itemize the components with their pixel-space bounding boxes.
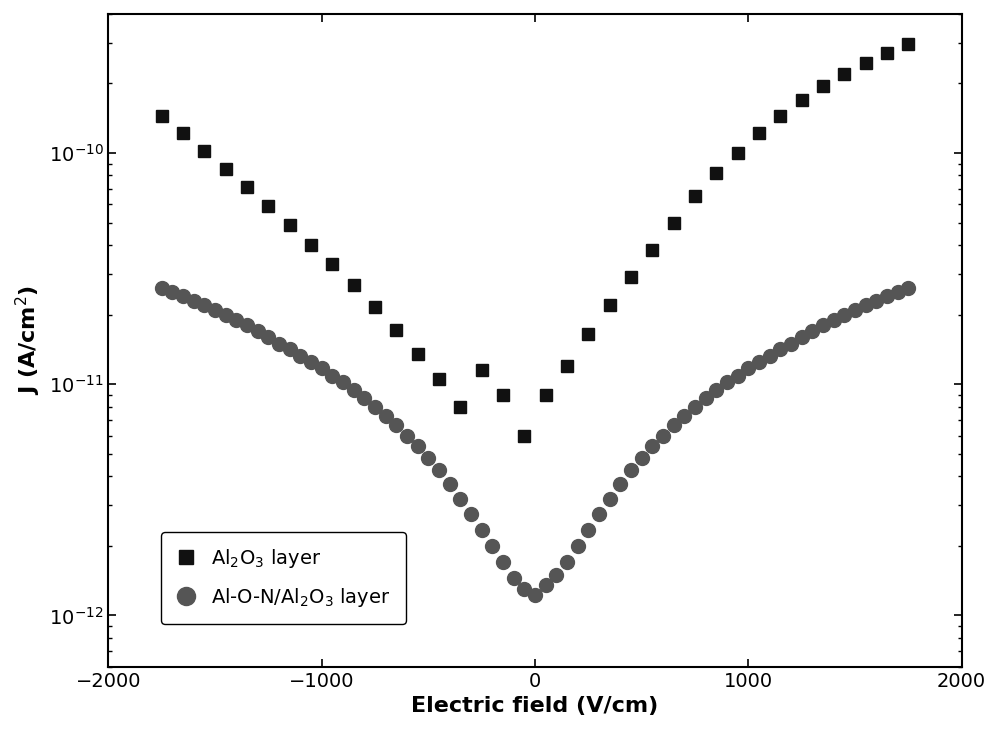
Al$_2$O$_3$ layer (284, 220, 296, 229)
Al$_2$O$_3$ layer (412, 350, 424, 358)
Al$_2$O$_3$ layer (241, 183, 253, 192)
Al$_2$O$_3$ layer (646, 246, 658, 255)
Al$_2$O$_3$ layer (305, 241, 317, 250)
Al-O-N/Al$_2$O$_3$ layer (732, 372, 744, 380)
Line: Al-O-N/Al$_2$O$_3$ layer: Al-O-N/Al$_2$O$_3$ layer (155, 281, 915, 602)
Al$_2$O$_3$ layer (220, 165, 232, 174)
Al$_2$O$_3$ layer (582, 329, 594, 338)
Al-O-N/Al$_2$O$_3$ layer (518, 585, 530, 593)
X-axis label: Electric field (V/cm): Electric field (V/cm) (411, 696, 659, 716)
Al$_2$O$_3$ layer (860, 58, 872, 67)
Al$_2$O$_3$ layer (454, 402, 466, 411)
Y-axis label: J (A/cm$^2$): J (A/cm$^2$) (14, 285, 43, 396)
Al$_2$O$_3$ layer (198, 147, 210, 155)
Al$_2$O$_3$ layer (625, 273, 637, 282)
Al-O-N/Al$_2$O$_3$ layer (529, 591, 541, 600)
Al$_2$O$_3$ layer (668, 218, 680, 227)
Al-O-N/Al$_2$O$_3$ layer (614, 480, 626, 488)
Line: Al$_2$O$_3$ layer: Al$_2$O$_3$ layer (156, 39, 914, 441)
Al$_2$O$_3$ layer (390, 326, 402, 334)
Al$_2$O$_3$ layer (710, 169, 722, 177)
Al$_2$O$_3$ layer (732, 149, 744, 158)
Al$_2$O$_3$ layer (796, 96, 808, 104)
Al$_2$O$_3$ layer (881, 49, 893, 58)
Al$_2$O$_3$ layer (156, 112, 168, 120)
Legend: Al$_2$O$_3$ layer, Al-O-N/Al$_2$O$_3$ layer: Al$_2$O$_3$ layer, Al-O-N/Al$_2$O$_3$ la… (161, 531, 406, 624)
Al$_2$O$_3$ layer (262, 201, 274, 210)
Al$_2$O$_3$ layer (604, 301, 616, 310)
Al$_2$O$_3$ layer (902, 40, 914, 49)
Al-O-N/Al$_2$O$_3$ layer (177, 292, 189, 301)
Al$_2$O$_3$ layer (838, 69, 850, 78)
Al$_2$O$_3$ layer (689, 192, 701, 201)
Al-O-N/Al$_2$O$_3$ layer (156, 284, 168, 293)
Al$_2$O$_3$ layer (326, 260, 338, 269)
Al$_2$O$_3$ layer (753, 128, 765, 137)
Al$_2$O$_3$ layer (369, 303, 381, 312)
Al-O-N/Al$_2$O$_3$ layer (870, 296, 882, 305)
Al$_2$O$_3$ layer (497, 391, 509, 399)
Al-O-N/Al$_2$O$_3$ layer (902, 284, 914, 293)
Al$_2$O$_3$ layer (177, 128, 189, 137)
Al$_2$O$_3$ layer (518, 431, 530, 440)
Al$_2$O$_3$ layer (561, 361, 573, 370)
Al$_2$O$_3$ layer (774, 112, 786, 120)
Al$_2$O$_3$ layer (476, 366, 488, 374)
Al$_2$O$_3$ layer (540, 391, 552, 399)
Al$_2$O$_3$ layer (817, 82, 829, 91)
Al-O-N/Al$_2$O$_3$ layer (369, 402, 381, 411)
Al$_2$O$_3$ layer (348, 280, 360, 289)
Al$_2$O$_3$ layer (433, 375, 445, 384)
